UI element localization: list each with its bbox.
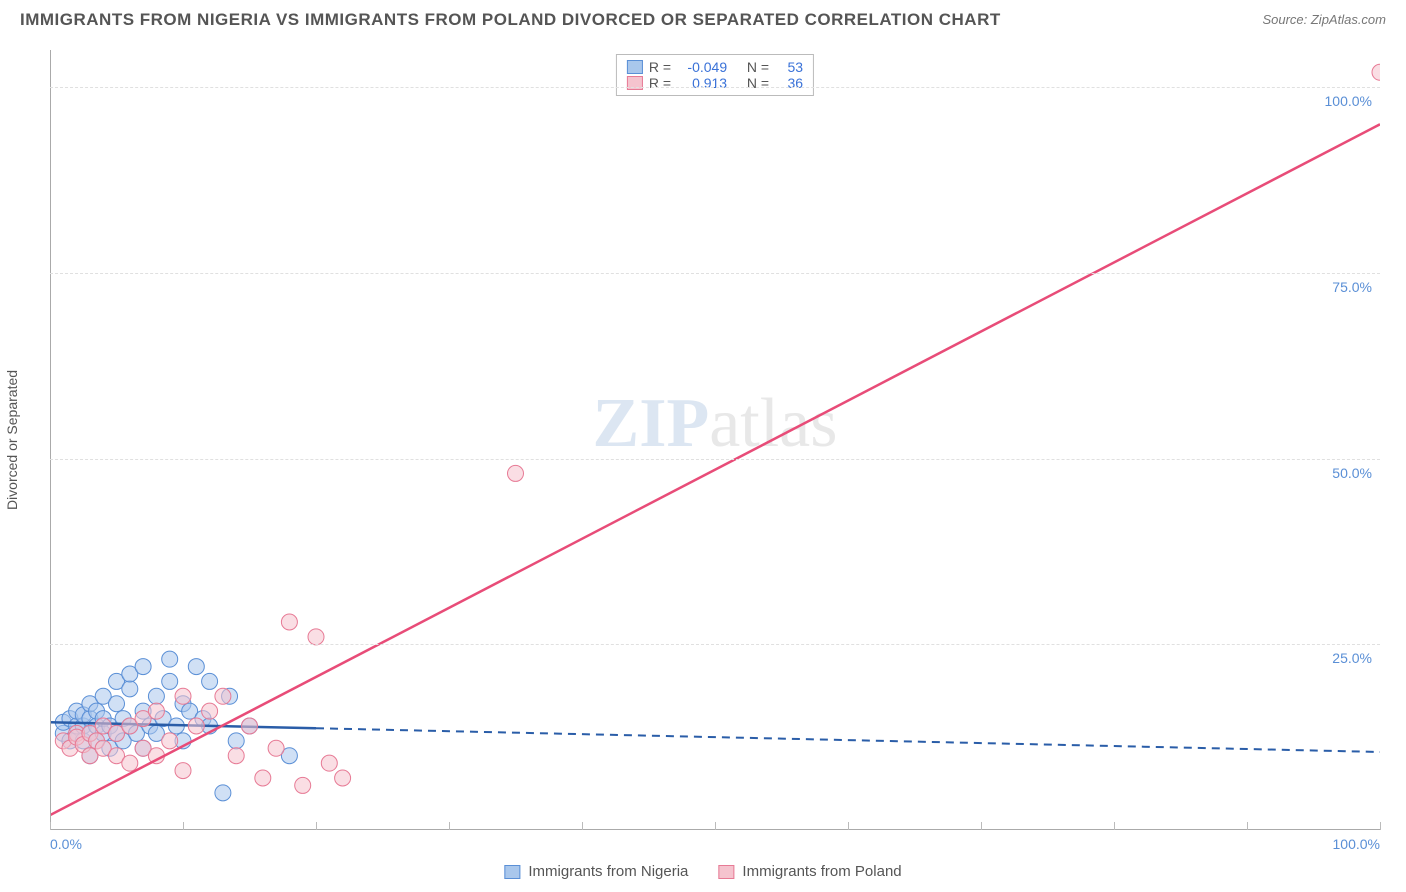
n-label: N =	[747, 75, 769, 91]
scatter-point	[255, 770, 271, 786]
r-value: -0.049	[677, 59, 727, 75]
series-name: Immigrants from Nigeria	[528, 863, 688, 880]
scatter-point	[175, 688, 191, 704]
xtick	[50, 822, 51, 830]
y-axis-line	[50, 50, 51, 830]
scatter-point	[295, 777, 311, 793]
scatter-point	[308, 629, 324, 645]
chart-title: IMMIGRANTS FROM NIGERIA VS IMMIGRANTS FR…	[20, 10, 1001, 30]
scatter-point	[135, 659, 151, 675]
scatter-point	[188, 718, 204, 734]
chart-svg	[50, 50, 1380, 830]
scatter-point	[281, 614, 297, 630]
scatter-point	[268, 740, 284, 756]
xtick-label-left: 0.0%	[50, 836, 82, 852]
xtick	[715, 822, 716, 830]
r-label: R =	[649, 75, 671, 91]
scatter-point	[162, 733, 178, 749]
ytick-label: 75.0%	[1332, 279, 1372, 295]
scatter-point	[215, 785, 231, 801]
xtick	[981, 822, 982, 830]
scatter-point	[508, 465, 524, 481]
source-label: Source:	[1262, 12, 1310, 27]
scatter-point	[175, 763, 191, 779]
legend-swatch	[627, 60, 643, 74]
scatter-point	[162, 673, 178, 689]
n-value: 36	[775, 75, 803, 91]
xtick	[848, 822, 849, 830]
ytick-label: 50.0%	[1332, 465, 1372, 481]
xtick	[1380, 822, 1381, 830]
ytick-label: 100.0%	[1325, 93, 1372, 109]
scatter-point	[1372, 64, 1380, 80]
scatter-point	[228, 733, 244, 749]
xtick	[449, 822, 450, 830]
legend-row: R = -0.049 N = 53	[627, 59, 803, 75]
xtick-label-right: 100.0%	[1333, 836, 1380, 852]
y-axis-label: Divorced or Separated	[4, 370, 20, 510]
scatter-point	[122, 755, 138, 771]
gridline	[50, 87, 1380, 88]
r-label: R =	[649, 59, 671, 75]
r-value: 0.913	[677, 75, 727, 91]
gridline	[50, 459, 1380, 460]
series-legend-item: Immigrants from Nigeria	[504, 863, 688, 880]
xtick	[183, 822, 184, 830]
scatter-point	[335, 770, 351, 786]
n-value: 53	[775, 59, 803, 75]
source-value: ZipAtlas.com	[1311, 12, 1386, 27]
legend-row: R = 0.913 N = 36	[627, 75, 803, 91]
scatter-point	[188, 659, 204, 675]
series-name: Immigrants from Poland	[742, 863, 901, 880]
scatter-point	[242, 718, 258, 734]
scatter-point	[162, 651, 178, 667]
gridline	[50, 273, 1380, 274]
gridline	[50, 644, 1380, 645]
scatter-point	[202, 673, 218, 689]
scatter-point	[109, 696, 125, 712]
xtick	[582, 822, 583, 830]
series-legend: Immigrants from Nigeria Immigrants from P…	[504, 863, 901, 880]
scatter-point	[148, 688, 164, 704]
source-attribution: Source: ZipAtlas.com	[1262, 11, 1386, 29]
regression-line	[50, 124, 1380, 815]
n-label: N =	[747, 59, 769, 75]
scatter-point	[215, 688, 231, 704]
xtick	[316, 822, 317, 830]
series-legend-item: Immigrants from Poland	[718, 863, 901, 880]
scatter-point	[122, 681, 138, 697]
scatter-chart: ZIPatlas R =-0.049 N =53R =0.913 N =36 2…	[50, 50, 1380, 830]
scatter-point	[321, 755, 337, 771]
regression-line-dashed	[316, 728, 1380, 752]
xtick	[1247, 822, 1248, 830]
correlation-legend: R = -0.049 N = 53 R = 0.913 N = 36	[616, 54, 814, 96]
scatter-point	[148, 703, 164, 719]
ytick-label: 25.0%	[1332, 650, 1372, 666]
scatter-point	[228, 748, 244, 764]
xtick	[1114, 822, 1115, 830]
legend-swatch	[718, 865, 734, 879]
legend-swatch	[504, 865, 520, 879]
scatter-point	[202, 703, 218, 719]
